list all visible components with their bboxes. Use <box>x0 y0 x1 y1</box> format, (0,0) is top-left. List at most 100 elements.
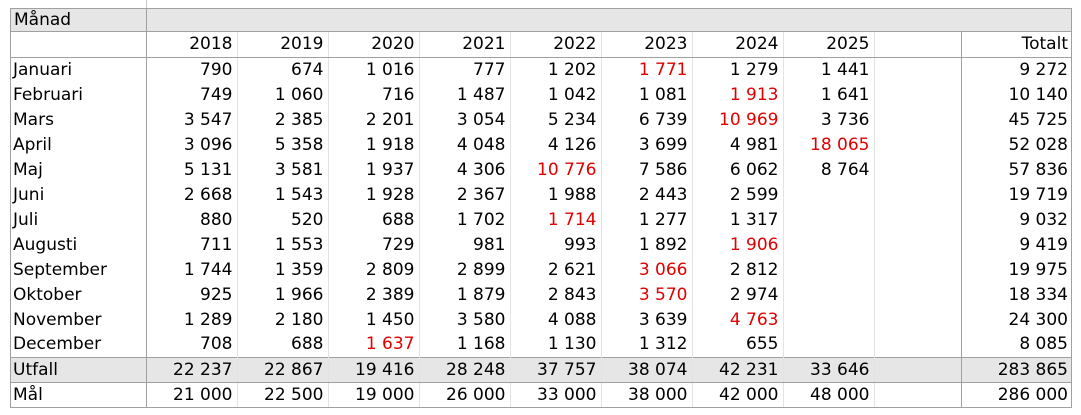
value-cell[interactable]: 3 581 <box>237 157 329 182</box>
value-cell[interactable]: 22 237 <box>146 356 238 383</box>
value-cell[interactable]: 1 359 <box>237 257 329 282</box>
value-cell[interactable] <box>783 207 875 232</box>
value-cell[interactable]: 3 570 <box>601 282 693 307</box>
value-cell[interactable]: 37 757 <box>510 356 602 383</box>
value-cell[interactable]: 1 928 <box>328 182 420 207</box>
value-cell[interactable]: 1 317 <box>692 207 784 232</box>
value-cell[interactable]: 18 065 <box>783 132 875 157</box>
value-cell[interactable]: 19 416 <box>328 356 420 383</box>
value-cell[interactable]: 1 312 <box>601 332 693 357</box>
row-label[interactable]: November <box>10 307 147 332</box>
value-cell[interactable]: 711 <box>146 232 238 257</box>
value-cell[interactable]: 1 081 <box>601 82 693 107</box>
value-cell[interactable]: 790 <box>146 57 238 82</box>
value-cell[interactable]: 1 016 <box>328 57 420 82</box>
value-cell[interactable]: 2 367 <box>419 182 511 207</box>
year-header[interactable]: 2018 <box>146 32 238 58</box>
value-cell[interactable]: 1 487 <box>419 82 511 107</box>
value-cell[interactable] <box>783 257 875 282</box>
row-label[interactable]: Februari <box>10 82 147 107</box>
row-label[interactable]: September <box>10 257 147 282</box>
value-cell[interactable]: 1 441 <box>783 57 875 82</box>
value-cell[interactable]: 4 306 <box>419 157 511 182</box>
total-cell[interactable]: 18 334 <box>1008 284 1068 305</box>
value-cell[interactable]: 880 <box>146 207 238 232</box>
value-cell[interactable]: 7 586 <box>601 157 693 182</box>
value-cell[interactable]: 21 000 <box>146 382 238 408</box>
value-cell[interactable]: 4 088 <box>510 307 602 332</box>
total-cell[interactable]: 9 272 <box>1019 59 1068 80</box>
value-cell[interactable]: 2 899 <box>419 257 511 282</box>
value-cell[interactable]: 4 763 <box>692 307 784 332</box>
value-cell[interactable]: 22 500 <box>237 382 329 408</box>
value-cell[interactable]: 655 <box>692 332 784 357</box>
value-cell[interactable]: 981 <box>419 232 511 257</box>
year-header[interactable]: 2023 <box>601 32 693 58</box>
value-cell[interactable]: 2 843 <box>510 282 602 307</box>
year-header[interactable]: 2020 <box>328 32 420 58</box>
value-cell[interactable]: 688 <box>328 207 420 232</box>
total-cell[interactable]: 45 725 <box>1008 109 1068 130</box>
value-cell[interactable]: 688 <box>237 332 329 357</box>
value-cell[interactable]: 1 771 <box>601 57 693 82</box>
value-cell[interactable]: 6 062 <box>692 157 784 182</box>
row-label[interactable]: Oktober <box>10 282 147 307</box>
value-cell[interactable]: 3 066 <box>601 257 693 282</box>
value-cell[interactable]: 1 060 <box>237 82 329 107</box>
row-label[interactable]: April <box>10 132 147 157</box>
value-cell[interactable]: 48 000 <box>783 382 875 408</box>
total-cell[interactable]: 9 032 <box>1019 209 1068 230</box>
year-header[interactable]: 2025 <box>783 32 875 58</box>
value-cell[interactable]: 2 812 <box>692 257 784 282</box>
value-cell[interactable]: 3 580 <box>419 307 511 332</box>
value-cell[interactable]: 2 668 <box>146 182 238 207</box>
value-cell[interactable]: 1 702 <box>419 207 511 232</box>
value-cell[interactable]: 3 639 <box>601 307 693 332</box>
value-cell[interactable]: 3 699 <box>601 132 693 157</box>
row-label[interactable]: Augusti <box>10 232 147 257</box>
value-cell[interactable]: 8 764 <box>783 157 875 182</box>
value-cell[interactable]: 1 202 <box>510 57 602 82</box>
row-label[interactable]: Utfall <box>10 356 147 383</box>
value-cell[interactable]: 749 <box>146 82 238 107</box>
row-label[interactable]: Mars <box>10 107 147 132</box>
row-label[interactable]: Maj <box>10 157 147 182</box>
value-cell[interactable]: 3 547 <box>146 107 238 132</box>
value-cell[interactable]: 2 974 <box>692 282 784 307</box>
value-cell[interactable] <box>783 232 875 257</box>
value-cell[interactable]: 993 <box>510 232 602 257</box>
row-label[interactable]: Mål <box>10 382 147 408</box>
value-cell[interactable]: 674 <box>237 57 329 82</box>
total-cell[interactable]: 10 140 <box>1008 84 1068 105</box>
value-cell[interactable]: 1 279 <box>692 57 784 82</box>
value-cell[interactable]: 1 892 <box>601 232 693 257</box>
total-header[interactable]: Totalt <box>961 32 1072 58</box>
value-cell[interactable]: 1 637 <box>328 332 420 357</box>
value-cell[interactable]: 10 969 <box>692 107 784 132</box>
total-cell[interactable]: 19 975 <box>1008 259 1068 280</box>
value-cell[interactable]: 1 906 <box>692 232 784 257</box>
value-cell[interactable]: 716 <box>328 82 420 107</box>
value-cell[interactable]: 1 553 <box>237 232 329 257</box>
value-cell[interactable]: 1 042 <box>510 82 602 107</box>
value-cell[interactable]: 33 646 <box>783 356 875 383</box>
value-cell[interactable]: 4 126 <box>510 132 602 157</box>
value-cell[interactable]: 1 918 <box>328 132 420 157</box>
value-cell[interactable]: 38 074 <box>601 356 693 383</box>
value-cell[interactable]: 1 168 <box>419 332 511 357</box>
value-cell[interactable]: 1 937 <box>328 157 420 182</box>
value-cell[interactable]: 1 966 <box>237 282 329 307</box>
total-cell[interactable]: 24 300 <box>1008 309 1068 330</box>
value-cell[interactable]: 1 879 <box>419 282 511 307</box>
value-cell[interactable]: 1 714 <box>510 207 602 232</box>
value-cell[interactable]: 1 641 <box>783 82 875 107</box>
value-cell[interactable]: 1 988 <box>510 182 602 207</box>
value-cell[interactable]: 2 385 <box>237 107 329 132</box>
value-cell[interactable]: 2 389 <box>328 282 420 307</box>
value-cell[interactable] <box>783 282 875 307</box>
value-cell[interactable]: 2 621 <box>510 257 602 282</box>
value-cell[interactable]: 28 248 <box>419 356 511 383</box>
value-cell[interactable] <box>783 307 875 332</box>
value-cell[interactable]: 38 000 <box>601 382 693 408</box>
value-cell[interactable] <box>783 182 875 207</box>
